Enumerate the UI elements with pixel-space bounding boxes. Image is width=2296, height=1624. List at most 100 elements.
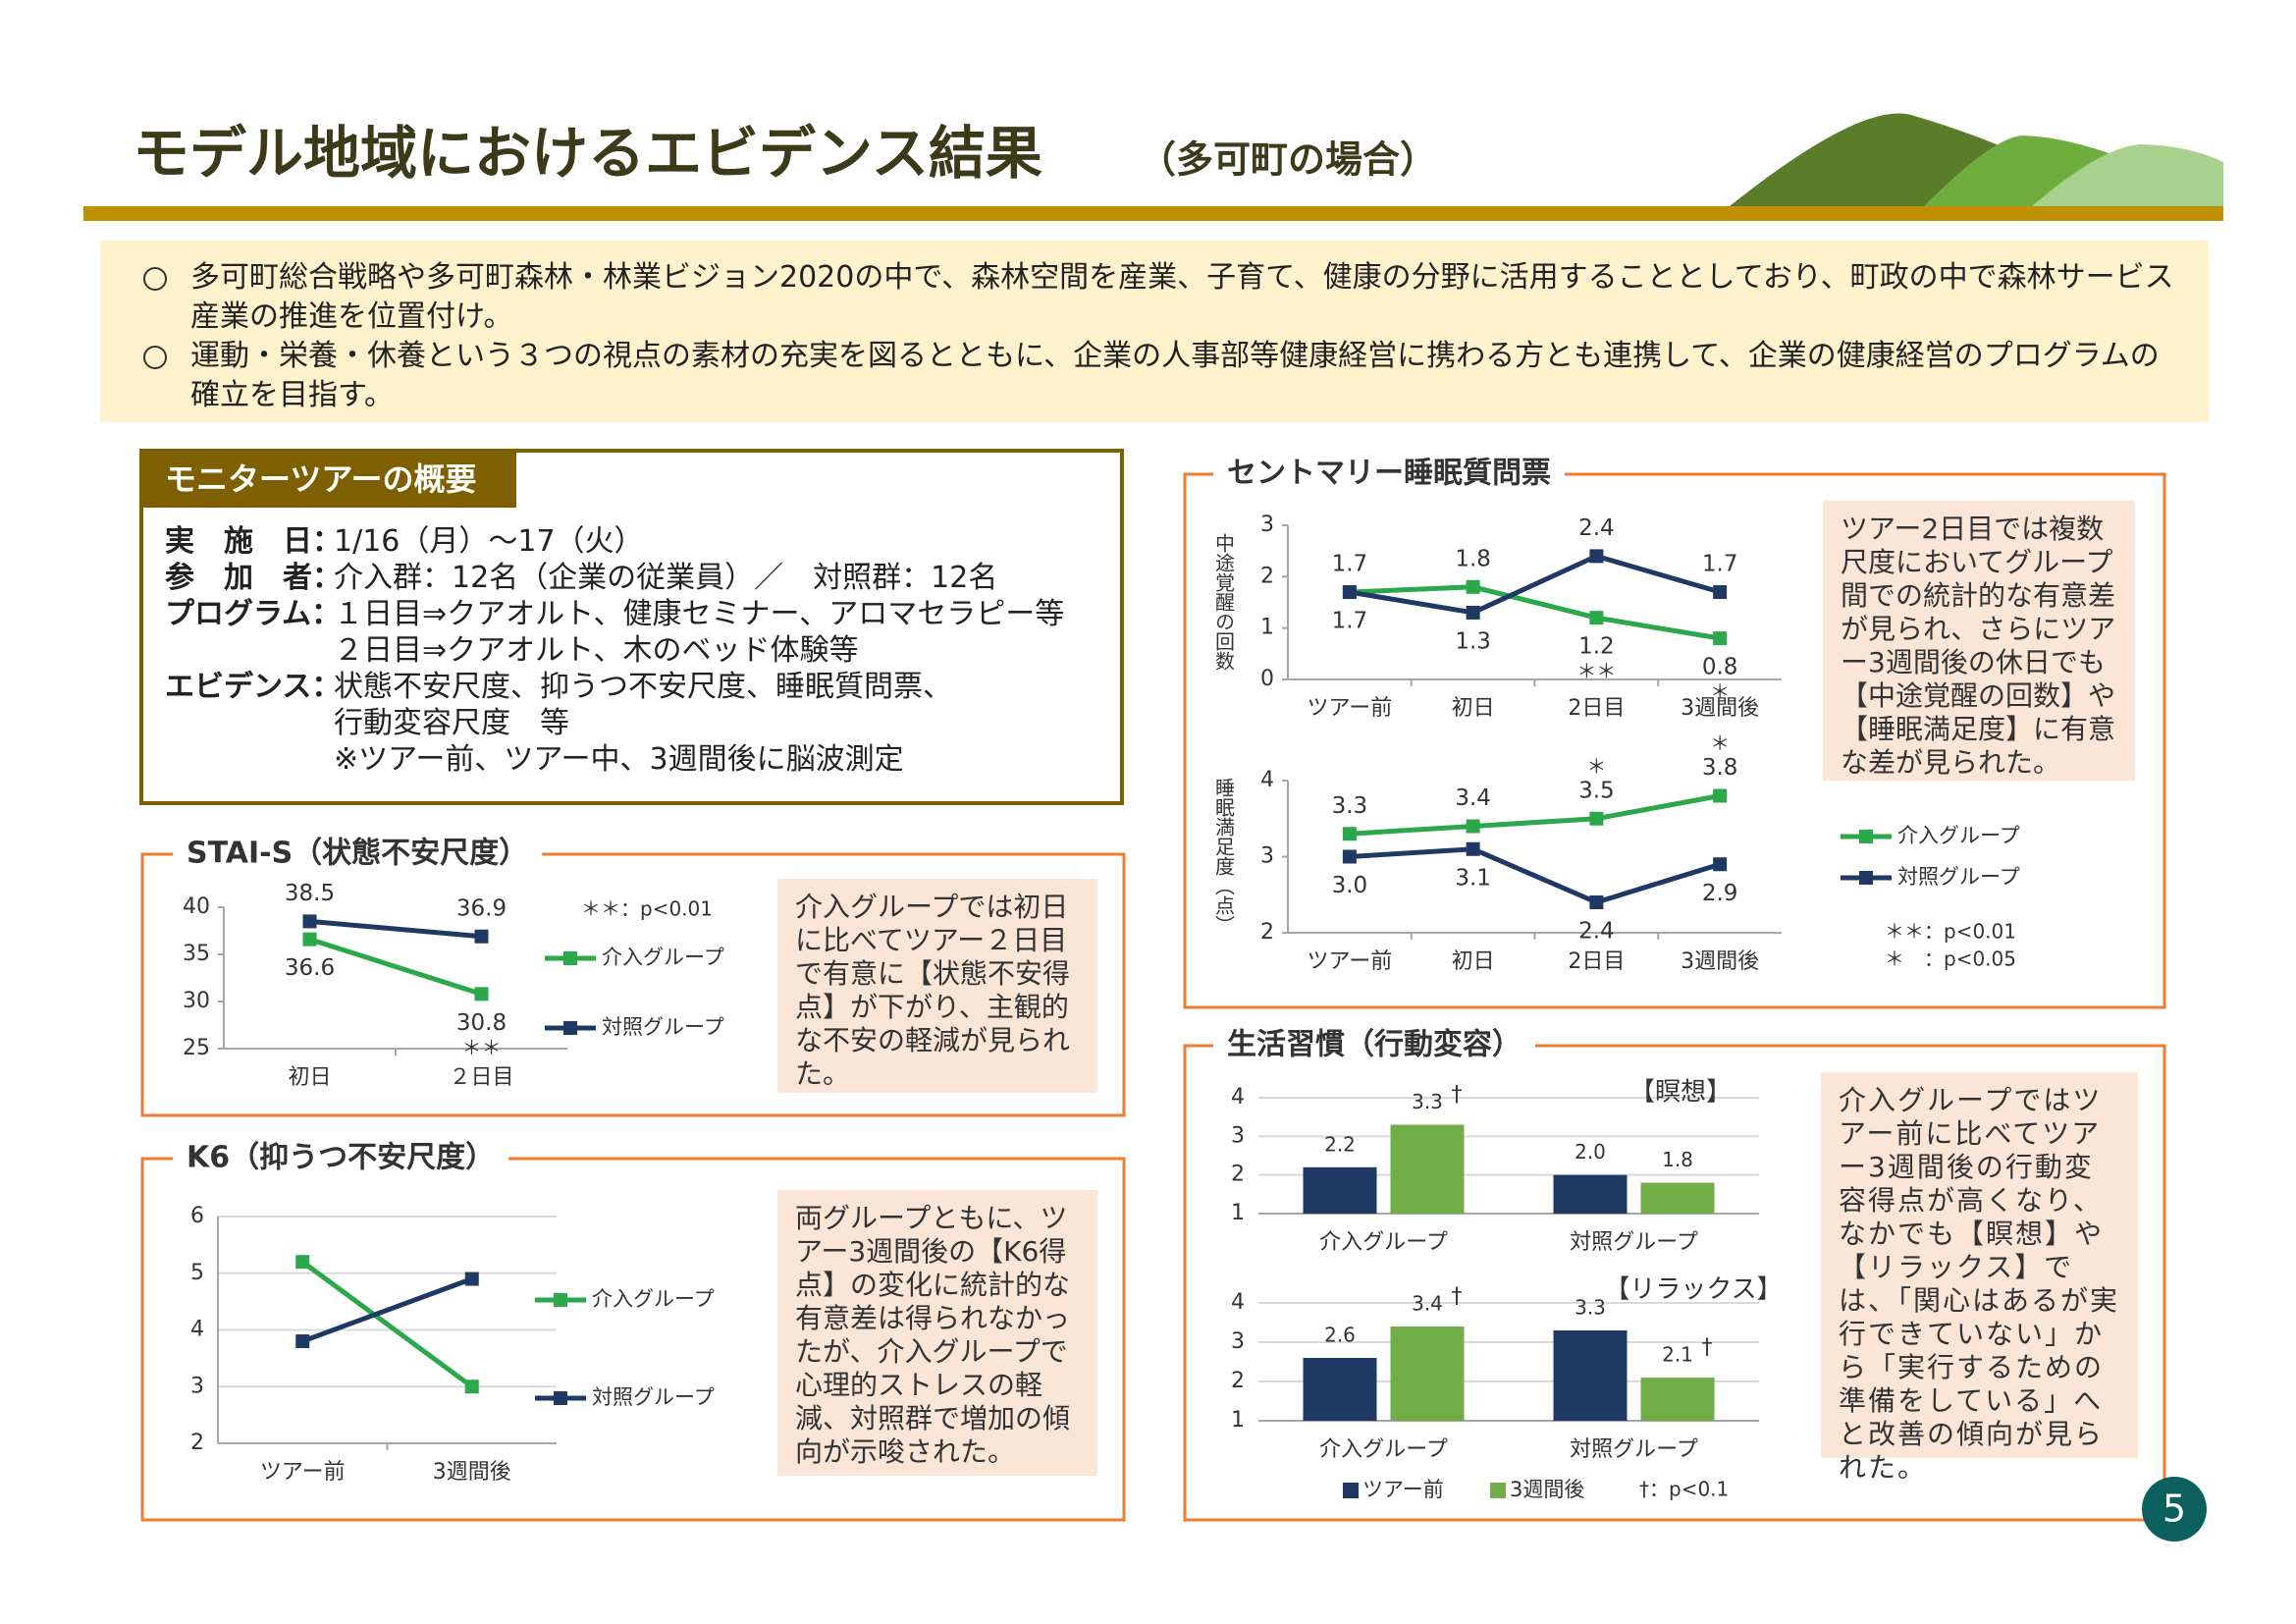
- point: [1713, 788, 1728, 803]
- data-label: 3.4: [1455, 785, 1491, 811]
- chart-subtitle: 【瞑想】: [1629, 1078, 1732, 1108]
- point: [474, 987, 489, 1001]
- hill: [2032, 144, 2223, 206]
- point: [295, 1255, 310, 1270]
- point: [1342, 827, 1357, 841]
- y-tick-label: 2: [1231, 1369, 1245, 1393]
- x-tick-label: ２日目: [449, 1065, 513, 1090]
- panel-title: STAI-S（状態不安尺度）: [187, 837, 528, 871]
- data-label: 2.6: [1324, 1324, 1356, 1347]
- summary-text: 多可町総合戦略や多可町森林・林業ビジョン2020の中で、森林空間を産業、子育て、…: [190, 260, 2174, 334]
- overview-value: ※ツアー前、ツアー中、3週間後に脳波測定: [334, 742, 904, 777]
- overview-label: 参 加 者：: [165, 561, 342, 595]
- legend-label: 介入グループ: [592, 1287, 715, 1311]
- significance: †: [1452, 1284, 1463, 1309]
- x-tick-label: 初日: [1452, 949, 1495, 974]
- y-tick-label: 4: [1260, 768, 1274, 792]
- y-tick-label: 40: [183, 894, 210, 919]
- x-tick-label: 2日目: [1568, 696, 1625, 721]
- y-tick-label: 0: [1260, 667, 1274, 691]
- significance: ＊＊: [462, 1036, 502, 1059]
- significance: †: [1702, 1335, 1713, 1360]
- data-label: 1.2: [1578, 634, 1615, 660]
- overview-row: プログラム： １日目⇒クアオルト、健康セミナー、アロマセラピー等: [165, 596, 1107, 632]
- overview-label: 実 施 日：: [165, 524, 342, 559]
- legend-label: 対照グループ: [592, 1385, 715, 1409]
- series-line: [300, 1260, 474, 1389]
- point: [1466, 605, 1480, 620]
- page-subtitle: （多可町の場合）: [1139, 138, 1437, 182]
- data-label: 36.6: [285, 955, 335, 981]
- y-tick-label: 2: [1260, 564, 1274, 588]
- data-label: 3.3: [1575, 1296, 1606, 1320]
- y-tick-label: 3: [1260, 844, 1274, 869]
- data-label: 3.0: [1332, 873, 1368, 898]
- title-backdrop: [173, 836, 543, 871]
- bullet: [143, 267, 167, 291]
- overview-row: ２日目⇒クアオルト、木のベッド体験等: [165, 632, 1107, 669]
- overview-label: [165, 741, 334, 778]
- data-label: 1.8: [1662, 1148, 1693, 1171]
- point: [1466, 579, 1480, 594]
- y-tick-label: 3: [1260, 513, 1274, 537]
- panel-frame: [1183, 472, 2166, 1009]
- legend-swatch: [554, 1391, 567, 1405]
- point: [1466, 819, 1480, 834]
- x-tick-label: ツアー前: [1308, 696, 1393, 721]
- data-label: 3.3: [1412, 1090, 1443, 1113]
- data-label: 38.5: [285, 881, 335, 906]
- title-rule: [83, 206, 2223, 221]
- y-tick-label: 1: [1231, 1201, 1245, 1225]
- chart-note: ＊＊：p<0.01: [581, 897, 713, 921]
- overview-row: 実 施 日： 1/16（月）～17（火）: [165, 523, 1107, 560]
- point: [474, 929, 489, 944]
- bar: [1303, 1166, 1377, 1214]
- y-tick-label: 30: [183, 989, 210, 1013]
- point: [1589, 611, 1604, 625]
- legend-swatch: [1490, 1483, 1506, 1498]
- panel-title: セントマリー睡眠質問票: [1227, 457, 1551, 491]
- overview-value: 1/16（月）～17（火）: [334, 524, 644, 559]
- y-tick-label: 1: [1231, 1408, 1245, 1433]
- data-label: 3.8: [1702, 755, 1738, 781]
- x-tick-label: 3週間後: [1681, 949, 1759, 974]
- data-label: 0.8: [1702, 655, 1738, 680]
- data-label: 3.1: [1455, 865, 1491, 891]
- data-label: 3.3: [1332, 793, 1368, 819]
- legend-swatch: [563, 1021, 577, 1035]
- x-tick-label: 2日目: [1568, 949, 1625, 974]
- point: [1713, 585, 1728, 600]
- point: [464, 1380, 479, 1394]
- panel-note: 両グループともに、ツアー3週間後の【K6得点】の変化に統計的な有意差は得られなか…: [777, 1190, 1097, 1476]
- bar: [1640, 1378, 1715, 1421]
- y-tick-label: 3: [1231, 1329, 1245, 1354]
- data-label: 2.1: [1662, 1343, 1693, 1367]
- data-label: 1.7: [1702, 552, 1738, 577]
- legend-label: 3週間後: [1510, 1478, 1584, 1501]
- legend-label: ツアー前: [1362, 1478, 1444, 1501]
- overview-value: 介入群：12名（企業の従業員）／ 対照群：12名: [334, 561, 998, 595]
- legend-label: 対照グループ: [602, 1015, 724, 1039]
- chart-note: ＊＊：p<0.01: [1885, 920, 2016, 944]
- legend-label: 介入グループ: [1897, 824, 2020, 847]
- series-line: [1349, 793, 1721, 837]
- data-label: 1.3: [1455, 628, 1491, 654]
- point: [1713, 857, 1728, 872]
- overview-row: 参 加 者： 介入群：12名（企業の従業員）／ 対照群：12名: [165, 560, 1107, 596]
- point: [302, 932, 317, 947]
- summary-item: 運動・栄養・休養という３つの視点の素材の充実を図るとともに、企業の人事部等健康経…: [143, 337, 2185, 415]
- legend-label: 対照グループ: [1897, 865, 2020, 889]
- page-number: 5: [2163, 1488, 2186, 1531]
- series-line: [308, 937, 483, 997]
- y-tick-label: 6: [190, 1204, 204, 1228]
- title-backdrop: [1213, 1027, 1535, 1062]
- point: [1342, 849, 1357, 864]
- y-tick-label: 5: [190, 1261, 204, 1285]
- panel-title: K6（抑うつ不安尺度）: [187, 1141, 495, 1175]
- page-title: モデル地域におけるエビデンス結果: [133, 120, 1042, 187]
- point: [1589, 549, 1604, 564]
- data-label: 3.4: [1412, 1292, 1443, 1316]
- bar: [1640, 1182, 1715, 1214]
- bar: [1303, 1358, 1377, 1421]
- y-tick-label: 4: [1231, 1290, 1245, 1315]
